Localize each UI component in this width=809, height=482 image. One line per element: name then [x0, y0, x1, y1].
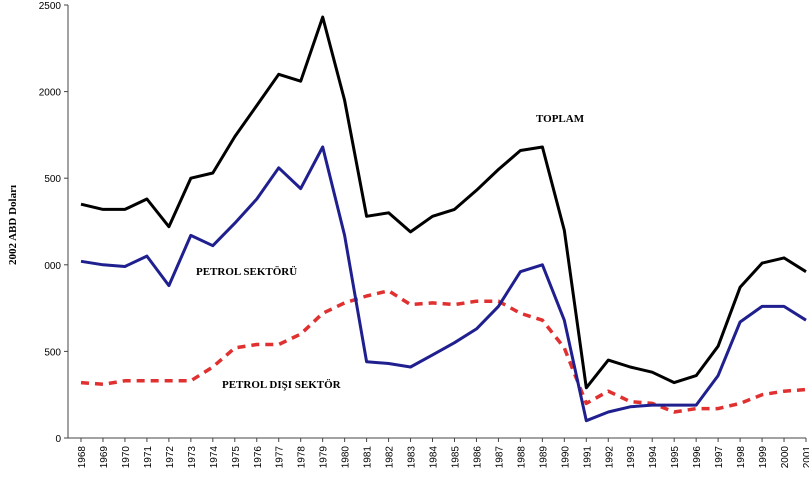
x-tick-label: 2000 [780, 446, 791, 469]
x-tick-label: 1983 [407, 446, 418, 469]
x-tick-label: 1988 [516, 446, 527, 469]
x-tick-label: 1990 [560, 446, 571, 469]
series-line-petrol-sektoru [80, 145, 807, 423]
x-tick-label: 1969 [99, 446, 110, 469]
x-tick-label: 1989 [538, 446, 549, 469]
x-tick-label: 1997 [714, 446, 725, 469]
y-tick-label: 2000 [39, 88, 62, 99]
series-line-toplam [80, 15, 807, 390]
y-tick-label: 0 [55, 434, 61, 445]
y-tick-label: 000 [44, 261, 61, 272]
x-tick-label: 1981 [363, 446, 374, 469]
x-tick-label: 2001 [802, 446, 809, 469]
x-tick-label: 1975 [231, 446, 242, 469]
y-tick-label: 500 [44, 174, 61, 185]
x-tick-label: 1995 [670, 446, 681, 469]
x-tick-label: 1973 [187, 446, 198, 469]
x-tick-label: 1968 [77, 446, 88, 469]
x-tick-label: 1992 [604, 446, 615, 469]
x-tick-label: 1970 [121, 446, 132, 469]
x-tick-label: 1977 [275, 446, 286, 469]
annotation-petrol-disi-sektor: PETROL DIŞI SEKTÖR [222, 378, 342, 391]
x-tick-label: 1978 [297, 446, 308, 469]
series-line-petrol-disi-sektor [80, 289, 807, 414]
x-tick-label: 1985 [450, 446, 461, 469]
x-tick-label: 1993 [626, 446, 637, 469]
x-tick-label: 1996 [692, 446, 703, 469]
x-tick-label: 1994 [648, 446, 659, 469]
y-tick-label: 500 [44, 347, 61, 358]
series-layer [80, 15, 807, 423]
x-tick-label: 1991 [582, 446, 593, 469]
y-tick-label: 2500 [39, 1, 62, 12]
annotation-petrol-sektoru: PETROL SEKTÖRÜ [196, 265, 297, 278]
x-tick-label: 1984 [429, 446, 440, 469]
x-tick-label: 1979 [319, 446, 330, 469]
x-tick-label: 1986 [472, 446, 483, 469]
x-tick-label: 1982 [385, 446, 396, 469]
x-tick-label: 1976 [253, 446, 264, 469]
x-tick-label: 1999 [758, 446, 769, 469]
x-tick-label: 1987 [494, 446, 505, 469]
annotation-toplam: TOPLAM [536, 113, 585, 125]
x-tick-label: 1971 [143, 446, 154, 469]
y-ticks: 0 500 000 500 2000 2500 [39, 1, 68, 445]
x-ticks: 1968 1969 1970 1971 1972 1973 1974 1975 1976 1977… [77, 438, 809, 468]
y-axis-label: 2002 ABD Doları [7, 185, 19, 265]
x-tick-label: 1974 [209, 446, 220, 469]
x-tick-label: 1980 [341, 446, 352, 469]
x-tick-label: 1972 [165, 446, 176, 469]
x-tick-label: 1998 [736, 446, 747, 469]
